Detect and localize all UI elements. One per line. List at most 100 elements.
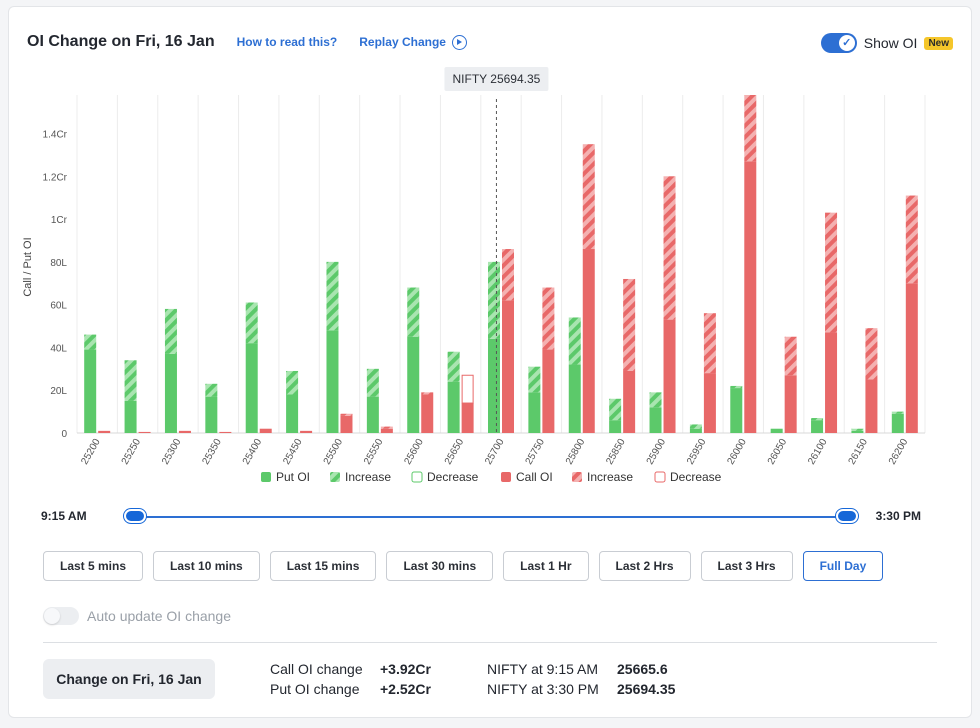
x-tick-label: 26150 [847,437,871,467]
x-tick-label: 25200 [79,437,103,467]
y-tick-label: 60L [50,301,67,312]
y-tick-label: 1.4Cr [43,130,68,141]
new-badge: New [924,36,953,50]
time-range-tab[interactable]: Last 2 Hrs [598,551,691,581]
replay-change-label: Replay Change [359,35,446,49]
put-oi-change-label: Put OI change [270,681,360,697]
put-increase-bar [407,287,420,337]
call-increase-bar [542,287,555,350]
show-oi-toggle-group: ✓ Show OI New [820,33,953,53]
call-oi-bar [703,373,716,433]
call-increase-bar [582,144,595,250]
put-oi-bar [245,343,258,433]
put-increase-bar [447,351,460,382]
call-increase-bar [623,278,636,371]
slider-start-label: 9:15 AM [41,509,87,523]
auto-update-label: Auto update OI change [87,608,231,624]
call-oi-bar [461,403,474,433]
time-range-tab[interactable]: Last 5 mins [43,551,144,581]
put-increase-bar [326,261,339,331]
x-tick-label: 25600 [402,437,426,467]
put-increase-bar [649,392,662,408]
put-increase-bar [245,302,258,344]
call-oi-bar [380,428,393,433]
call-increase-bar [502,249,514,301]
card-header: OI Change on Fri, 16 Jan How to read thi… [27,33,467,51]
time-range-tabs: Last 5 mins Last 10 mins Last 15 mins Last … [43,551,884,581]
legend-swatch [411,471,423,483]
call-oi-bar [744,161,757,433]
x-tick-label: 25650 [443,437,467,467]
call-increase-bar [663,176,676,320]
put-increase-bar [609,398,622,421]
divider [43,642,937,643]
call-oi-bar [865,379,878,433]
call-increase-bar [825,212,838,333]
call-oi-bar [421,394,434,433]
put-increase-bar [84,334,97,350]
call-increase-bar [784,336,797,376]
x-tick-label: 25900 [645,437,669,467]
put-oi-bar [851,430,864,433]
x-tick-label: 26050 [766,437,790,467]
how-to-read-link[interactable]: How to read this? [236,35,338,49]
put-oi-bar [84,349,97,433]
call-decrease-bar [461,374,474,404]
legend-swatch [572,472,582,482]
call-oi-bar [300,430,313,433]
call-increase-bar [744,95,757,162]
call-oi-bar [502,300,514,433]
call-oi-bar [582,249,595,433]
time-range-tab[interactable]: Last 15 mins [269,551,377,581]
put-increase-bar [164,308,177,354]
put-increase-bar [568,317,581,365]
x-tick-label: 25700 [483,437,507,467]
x-tick-label: 25950 [685,437,709,467]
put-increase-bar [811,418,824,421]
show-oi-label: Show OI [863,35,918,51]
slider-start-handle[interactable] [124,509,146,523]
call-oi-bar [219,431,232,433]
change-summary-button[interactable]: Change on Fri, 16 Jan [43,659,215,699]
call-oi-bar [825,332,838,433]
auto-update-toggle[interactable] [43,607,79,625]
put-oi-bar [326,330,339,433]
time-range-tab[interactable]: Last 30 mins [386,551,494,581]
call-oi-bar [98,430,111,433]
call-increase-bar [340,413,353,416]
put-increase-bar [286,370,299,395]
put-increase-bar [730,385,743,389]
call-oi-bar [178,430,191,433]
call-increase-bar [421,392,434,395]
nifty-close-value: 25694.35 [617,681,676,697]
put-increase-bar [528,366,541,393]
x-tick-label: 25350 [200,437,224,467]
put-oi-bar [730,388,743,433]
time-range-tab[interactable]: Last 1 Hr [503,551,589,581]
y-tick-label: 1.2Cr [43,172,68,183]
time-range-tab[interactable]: Last 3 Hrs [700,551,793,581]
nifty-close-label: NIFTY at 3:30 PM [487,681,599,697]
slider-track[interactable] [135,516,847,518]
replay-change-link[interactable]: Replay Change [359,34,467,50]
x-tick-label: 25550 [362,437,386,467]
call-increase-bar [865,328,878,380]
time-range-tab[interactable]: Last 10 mins [153,551,260,581]
call-oi-bar [340,415,353,433]
time-range-slider: 9:15 AM 3:30 PM [41,507,921,527]
x-tick-label: 25250 [120,437,144,467]
put-oi-bar [609,420,622,433]
put-oi-bar [689,428,702,433]
spot-price-tooltip [444,67,549,91]
legend-swatch [654,471,666,483]
put-oi-bar [891,413,904,433]
slider-end-handle[interactable] [836,509,858,523]
put-oi-bar [447,381,460,433]
x-tick-label: 25500 [322,437,346,467]
put-oi-bar [770,428,783,433]
y-tick-label: 1Cr [51,215,68,226]
legend-label: Put OI [276,470,310,484]
time-range-tab[interactable]: Full Day [802,551,884,581]
show-oi-toggle[interactable]: ✓ [820,33,857,53]
x-tick-label: 25300 [160,437,184,467]
